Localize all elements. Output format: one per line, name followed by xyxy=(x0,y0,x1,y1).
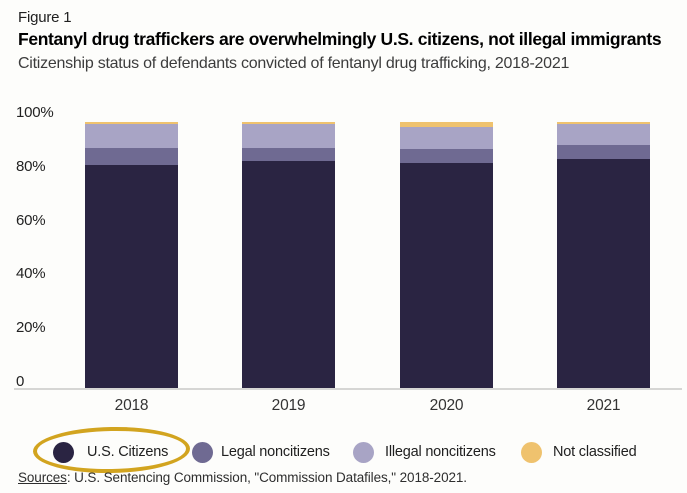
bar-segment-legal-noncitizens-2018 xyxy=(85,148,178,165)
highlight-ellipse-annotation xyxy=(32,425,191,475)
sources-label: Sources xyxy=(18,470,67,485)
legend-swatch-legal-noncitizens xyxy=(192,442,213,463)
legend-swatch-not-classified xyxy=(521,442,542,463)
x-axis-label-2019: 2019 xyxy=(271,397,306,414)
y-axis-tick-0: 0 xyxy=(16,373,25,390)
bar-segment-not-classified-2019 xyxy=(242,122,335,125)
legend-swatch-u-s-citizens xyxy=(53,442,74,463)
bar-segment-illegal-noncitizens-2021 xyxy=(557,124,650,145)
bar-segment-illegal-noncitizens-2020 xyxy=(400,127,493,149)
bar-segment-illegal-noncitizens-2018 xyxy=(85,124,178,149)
sources-text: : U.S. Sentencing Commission, "Commissio… xyxy=(66,470,467,485)
figure-label: Figure 1 xyxy=(18,9,72,26)
legend-swatch-illegal-noncitizens xyxy=(353,442,374,463)
x-axis-label-2020: 2020 xyxy=(429,397,464,414)
bar-segment-u-s-citizens-2020 xyxy=(400,162,493,388)
legend-label-legal-noncitizens: Legal noncitizens xyxy=(221,444,330,460)
bar-segment-not-classified-2018 xyxy=(85,122,178,125)
bar-segment-not-classified-2021 xyxy=(557,122,650,125)
bar-segment-illegal-noncitizens-2019 xyxy=(242,124,335,148)
y-axis-tick-60: 60% xyxy=(16,212,46,229)
bar-segment-u-s-citizens-2018 xyxy=(85,164,178,388)
page-title: Fentanyl drug traffickers are overwhelmi… xyxy=(18,29,662,49)
sources-line: Sources: U.S. Sentencing Commission, "Co… xyxy=(18,470,467,485)
bar-segment-legal-noncitizens-2019 xyxy=(242,147,335,162)
legend-label-illegal-noncitizens: Illegal noncitizens xyxy=(385,444,496,460)
y-axis-tick-100: 100% xyxy=(16,104,54,121)
y-axis-tick-20: 20% xyxy=(16,319,46,336)
x-axis-label-2018: 2018 xyxy=(114,397,149,414)
x-axis-label-2021: 2021 xyxy=(586,397,621,414)
x-axis-line xyxy=(14,388,682,390)
y-axis-tick-40: 40% xyxy=(16,265,46,282)
bar-segment-u-s-citizens-2019 xyxy=(242,161,335,388)
bar-segment-not-classified-2020 xyxy=(400,122,493,128)
legend-label-u-s-citizens: U.S. Citizens xyxy=(87,444,169,460)
bar-segment-legal-noncitizens-2021 xyxy=(557,144,650,159)
y-axis-tick-80: 80% xyxy=(16,158,46,175)
legend-label-not-classified: Not classified xyxy=(553,444,637,460)
chart-subtitle: Citizenship status of defendants convict… xyxy=(18,55,570,72)
bar-segment-u-s-citizens-2021 xyxy=(557,158,650,388)
bar-segment-legal-noncitizens-2020 xyxy=(400,148,493,163)
